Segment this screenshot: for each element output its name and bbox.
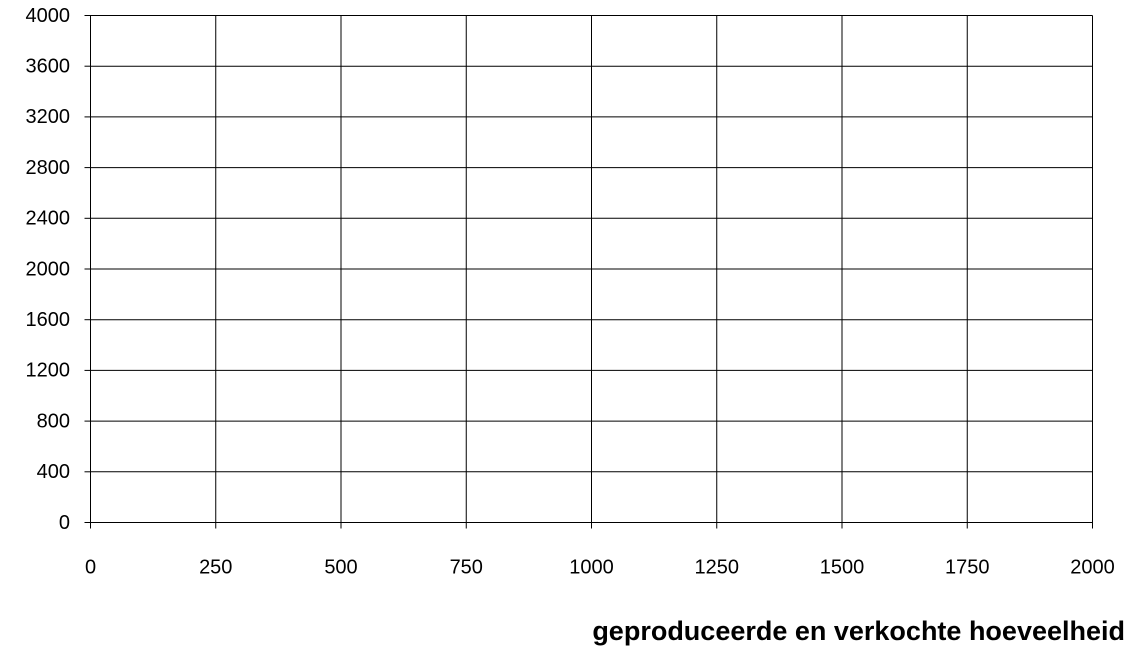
x-tick-label: 500 bbox=[324, 556, 357, 578]
x-tick-label: 1750 bbox=[945, 556, 990, 578]
y-tick-label: 4000 bbox=[26, 5, 71, 27]
x-axis-label: geproduceerde en verkochte hoeveelheid bbox=[592, 616, 1125, 646]
y-tick-label: 400 bbox=[37, 461, 70, 483]
y-tick-label: 1200 bbox=[26, 360, 71, 382]
x-tick-label: 1250 bbox=[695, 556, 740, 578]
y-tick-label: 2400 bbox=[26, 208, 71, 230]
y-tick-label: 3200 bbox=[26, 106, 71, 128]
x-tick-label: 0 bbox=[85, 556, 96, 578]
x-tick-label: 1000 bbox=[569, 556, 614, 578]
y-tick-label: 3600 bbox=[26, 55, 71, 77]
y-tick-label: 800 bbox=[37, 410, 70, 432]
x-tick-label: 1500 bbox=[820, 556, 865, 578]
y-tick-label: 0 bbox=[59, 512, 70, 534]
y-tick-label: 1600 bbox=[26, 309, 71, 331]
y-tick-label: 2800 bbox=[26, 157, 71, 179]
x-tick-label: 250 bbox=[199, 556, 232, 578]
x-tick-label: 750 bbox=[450, 556, 483, 578]
x-tick-label: 2000 bbox=[1070, 556, 1115, 578]
y-tick-label: 2000 bbox=[26, 258, 71, 280]
